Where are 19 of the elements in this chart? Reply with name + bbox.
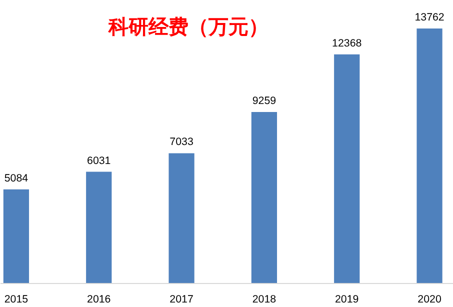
data-label: 12368 [332,37,362,50]
x-tick-label: 2016 [87,294,111,306]
x-tick-label: 2019 [335,294,359,306]
x-tick-label: 2015 [4,294,28,306]
bar [251,112,278,284]
data-label: 6031 [87,154,111,167]
x-tick-label: 2017 [170,294,194,306]
chart-title: 科研经费（万元） [108,14,268,38]
data-label: 9259 [252,94,276,107]
x-tick-label: 2020 [418,294,442,306]
bar [86,172,112,284]
data-label: 5084 [4,172,28,184]
bar [334,54,360,284]
data-label: 7033 [170,136,194,148]
x-tick-label: 2018 [252,294,276,306]
data-label: 13762 [414,12,444,24]
bar [3,189,30,284]
bar [168,153,194,284]
bar [416,28,442,284]
